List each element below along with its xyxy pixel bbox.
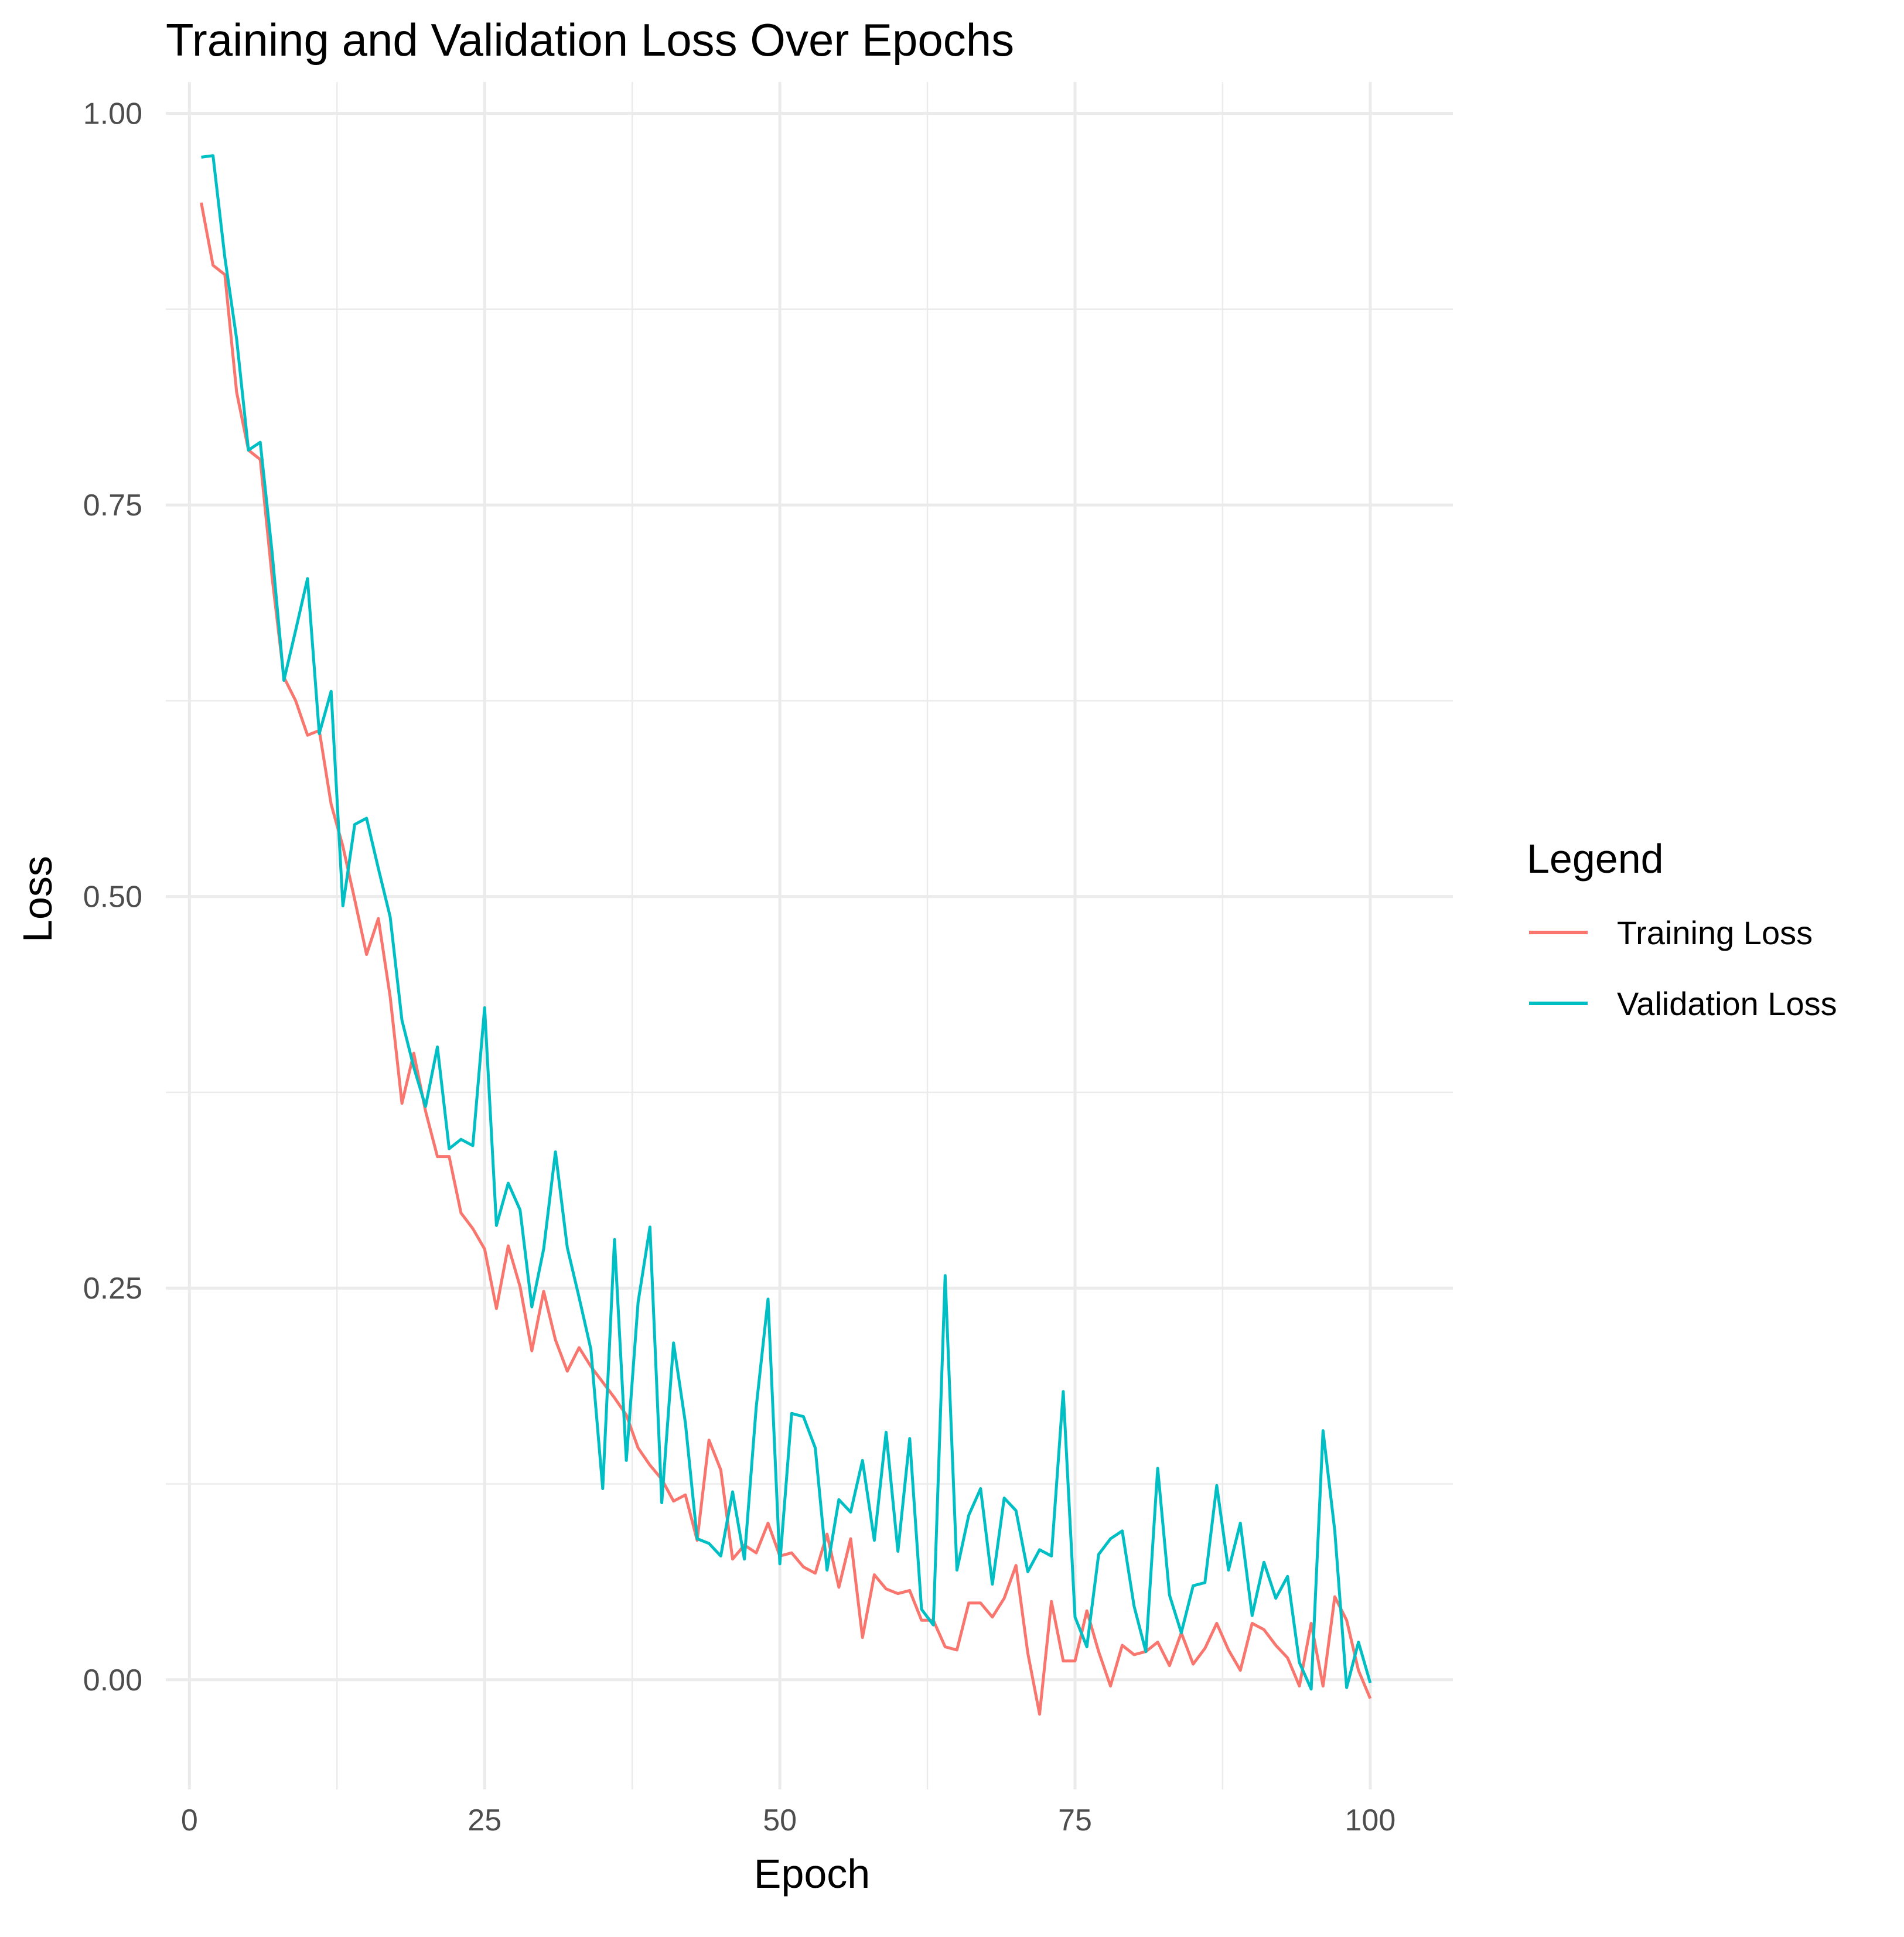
legend-label-validation-loss: Validation Loss (1617, 985, 1837, 1022)
training-loss-line (200, 202, 1372, 1716)
legend-label-training-loss: Training Loss (1617, 914, 1813, 951)
x-tick-label: 75 (1058, 1803, 1092, 1837)
validation-loss-line (201, 154, 1372, 1691)
y-tick-label: 0.75 (83, 488, 142, 522)
y-tick-label: 0.25 (83, 1272, 142, 1306)
x-axis-tick-labels: 0 25 50 75 100 (181, 1803, 1395, 1837)
y-axis-tick-labels: 0.00 0.25 0.50 0.75 1.00 (83, 97, 142, 1697)
x-tick-label: 100 (1345, 1803, 1396, 1837)
y-tick-label: 1.00 (83, 97, 142, 131)
y-axis-title: Loss (15, 856, 60, 942)
x-axis-title: Epoch (754, 1851, 870, 1897)
x-tick-label: 0 (181, 1803, 198, 1837)
y-tick-label: 0.00 (83, 1663, 142, 1697)
x-tick-label: 25 (468, 1803, 501, 1837)
chart-title: Training and Validation Loss Over Epochs (166, 14, 1014, 66)
plot-grid (166, 82, 1453, 1789)
y-tick-label: 0.50 (83, 880, 142, 914)
legend-title: Legend (1527, 836, 1664, 882)
legend: Legend Training Loss Validation Loss (1527, 836, 1837, 1022)
x-tick-label: 50 (763, 1803, 797, 1837)
series-lines (200, 154, 1372, 1716)
